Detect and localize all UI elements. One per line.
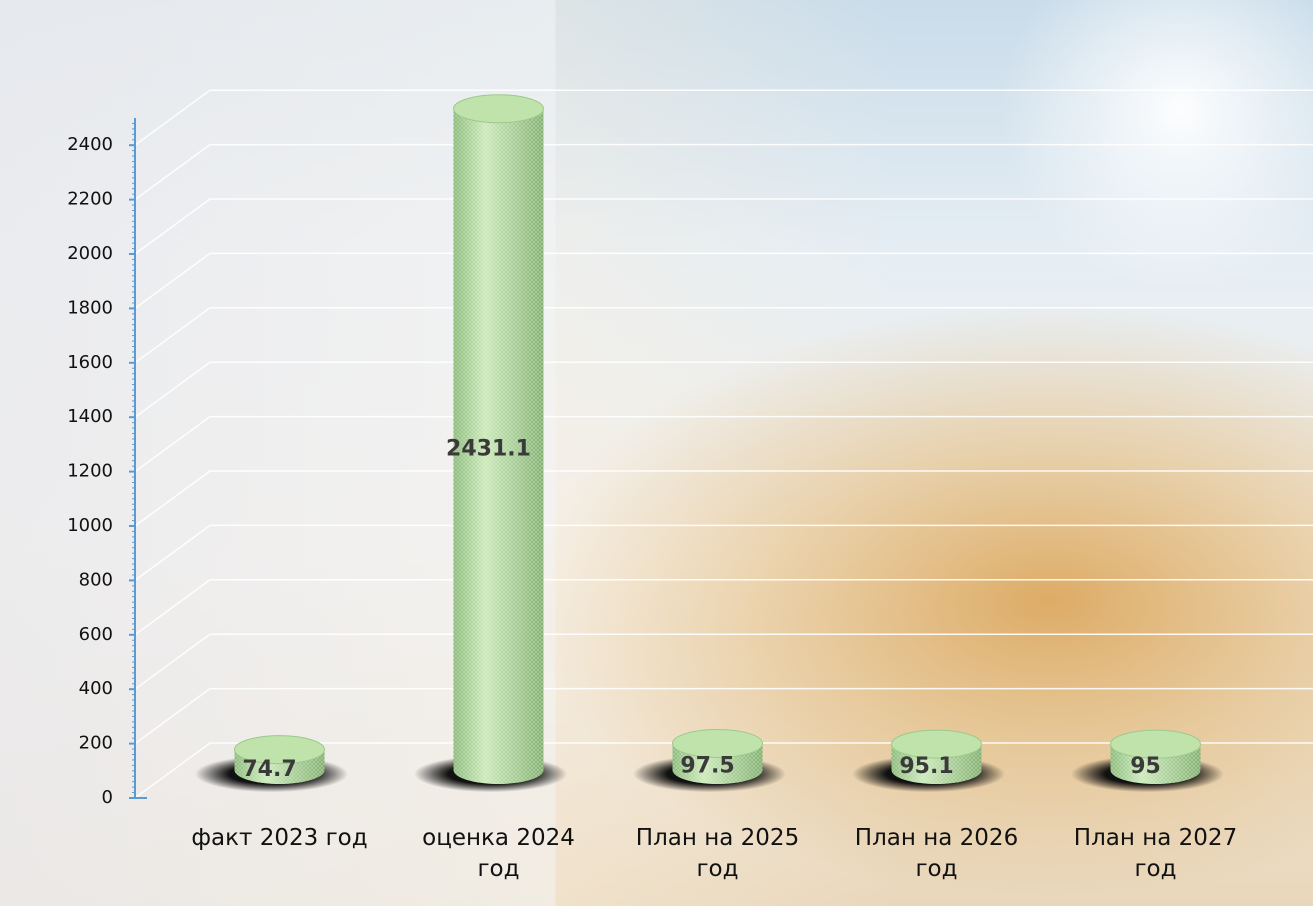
value-label: 97.5 <box>680 754 734 779</box>
grid-line <box>135 253 1313 308</box>
chart: 0 200 400 600 800 1000 1200 1400 1600 1800 2000 220… <box>0 0 1313 906</box>
y-tick-label: 1800 <box>67 297 113 318</box>
y-tick-label: 200 <box>79 733 113 754</box>
grid-line <box>135 634 1313 689</box>
grid-line <box>135 90 1313 145</box>
y-tick-label: 400 <box>79 678 113 699</box>
x-tick-label: План на 2026 год <box>837 823 1037 885</box>
y-tick-label: 600 <box>79 624 113 645</box>
x-tick-label: План на 2027 год <box>1056 823 1256 885</box>
grid-line <box>135 525 1313 580</box>
grid-line <box>135 580 1313 635</box>
y-tick-label: 1000 <box>67 515 113 536</box>
value-label: 95.1 <box>899 754 953 779</box>
y-tick-label: 1200 <box>67 461 113 482</box>
y-tick-label: 1400 <box>67 406 113 427</box>
grid-line <box>135 417 1313 472</box>
value-label: 2431.1 <box>446 436 531 461</box>
y-tick-label: 2000 <box>67 243 113 264</box>
grid-line <box>135 308 1313 363</box>
value-label: 95 <box>1130 754 1161 779</box>
y-tick-label: 0 <box>102 787 113 808</box>
x-tick-label: факт 2023 год <box>180 823 380 854</box>
x-tick-label: оценка 2024 год <box>399 823 599 885</box>
bar-top <box>454 95 544 123</box>
y-tick-label: 2200 <box>67 189 113 210</box>
y-tick-label: 1600 <box>67 352 113 373</box>
value-label: 74.7 <box>242 757 296 782</box>
grid-line <box>135 145 1313 200</box>
grid-line <box>135 471 1313 526</box>
y-tick-label: 800 <box>79 569 113 590</box>
grid-line <box>135 199 1313 254</box>
chart-svg: 0 200 400 600 800 1000 1200 1400 1600 1800 2000 220… <box>0 0 1313 906</box>
grid-line <box>135 362 1313 417</box>
y-tick-label: 2400 <box>67 134 113 155</box>
x-tick-label: План на 2025 год <box>618 823 818 885</box>
